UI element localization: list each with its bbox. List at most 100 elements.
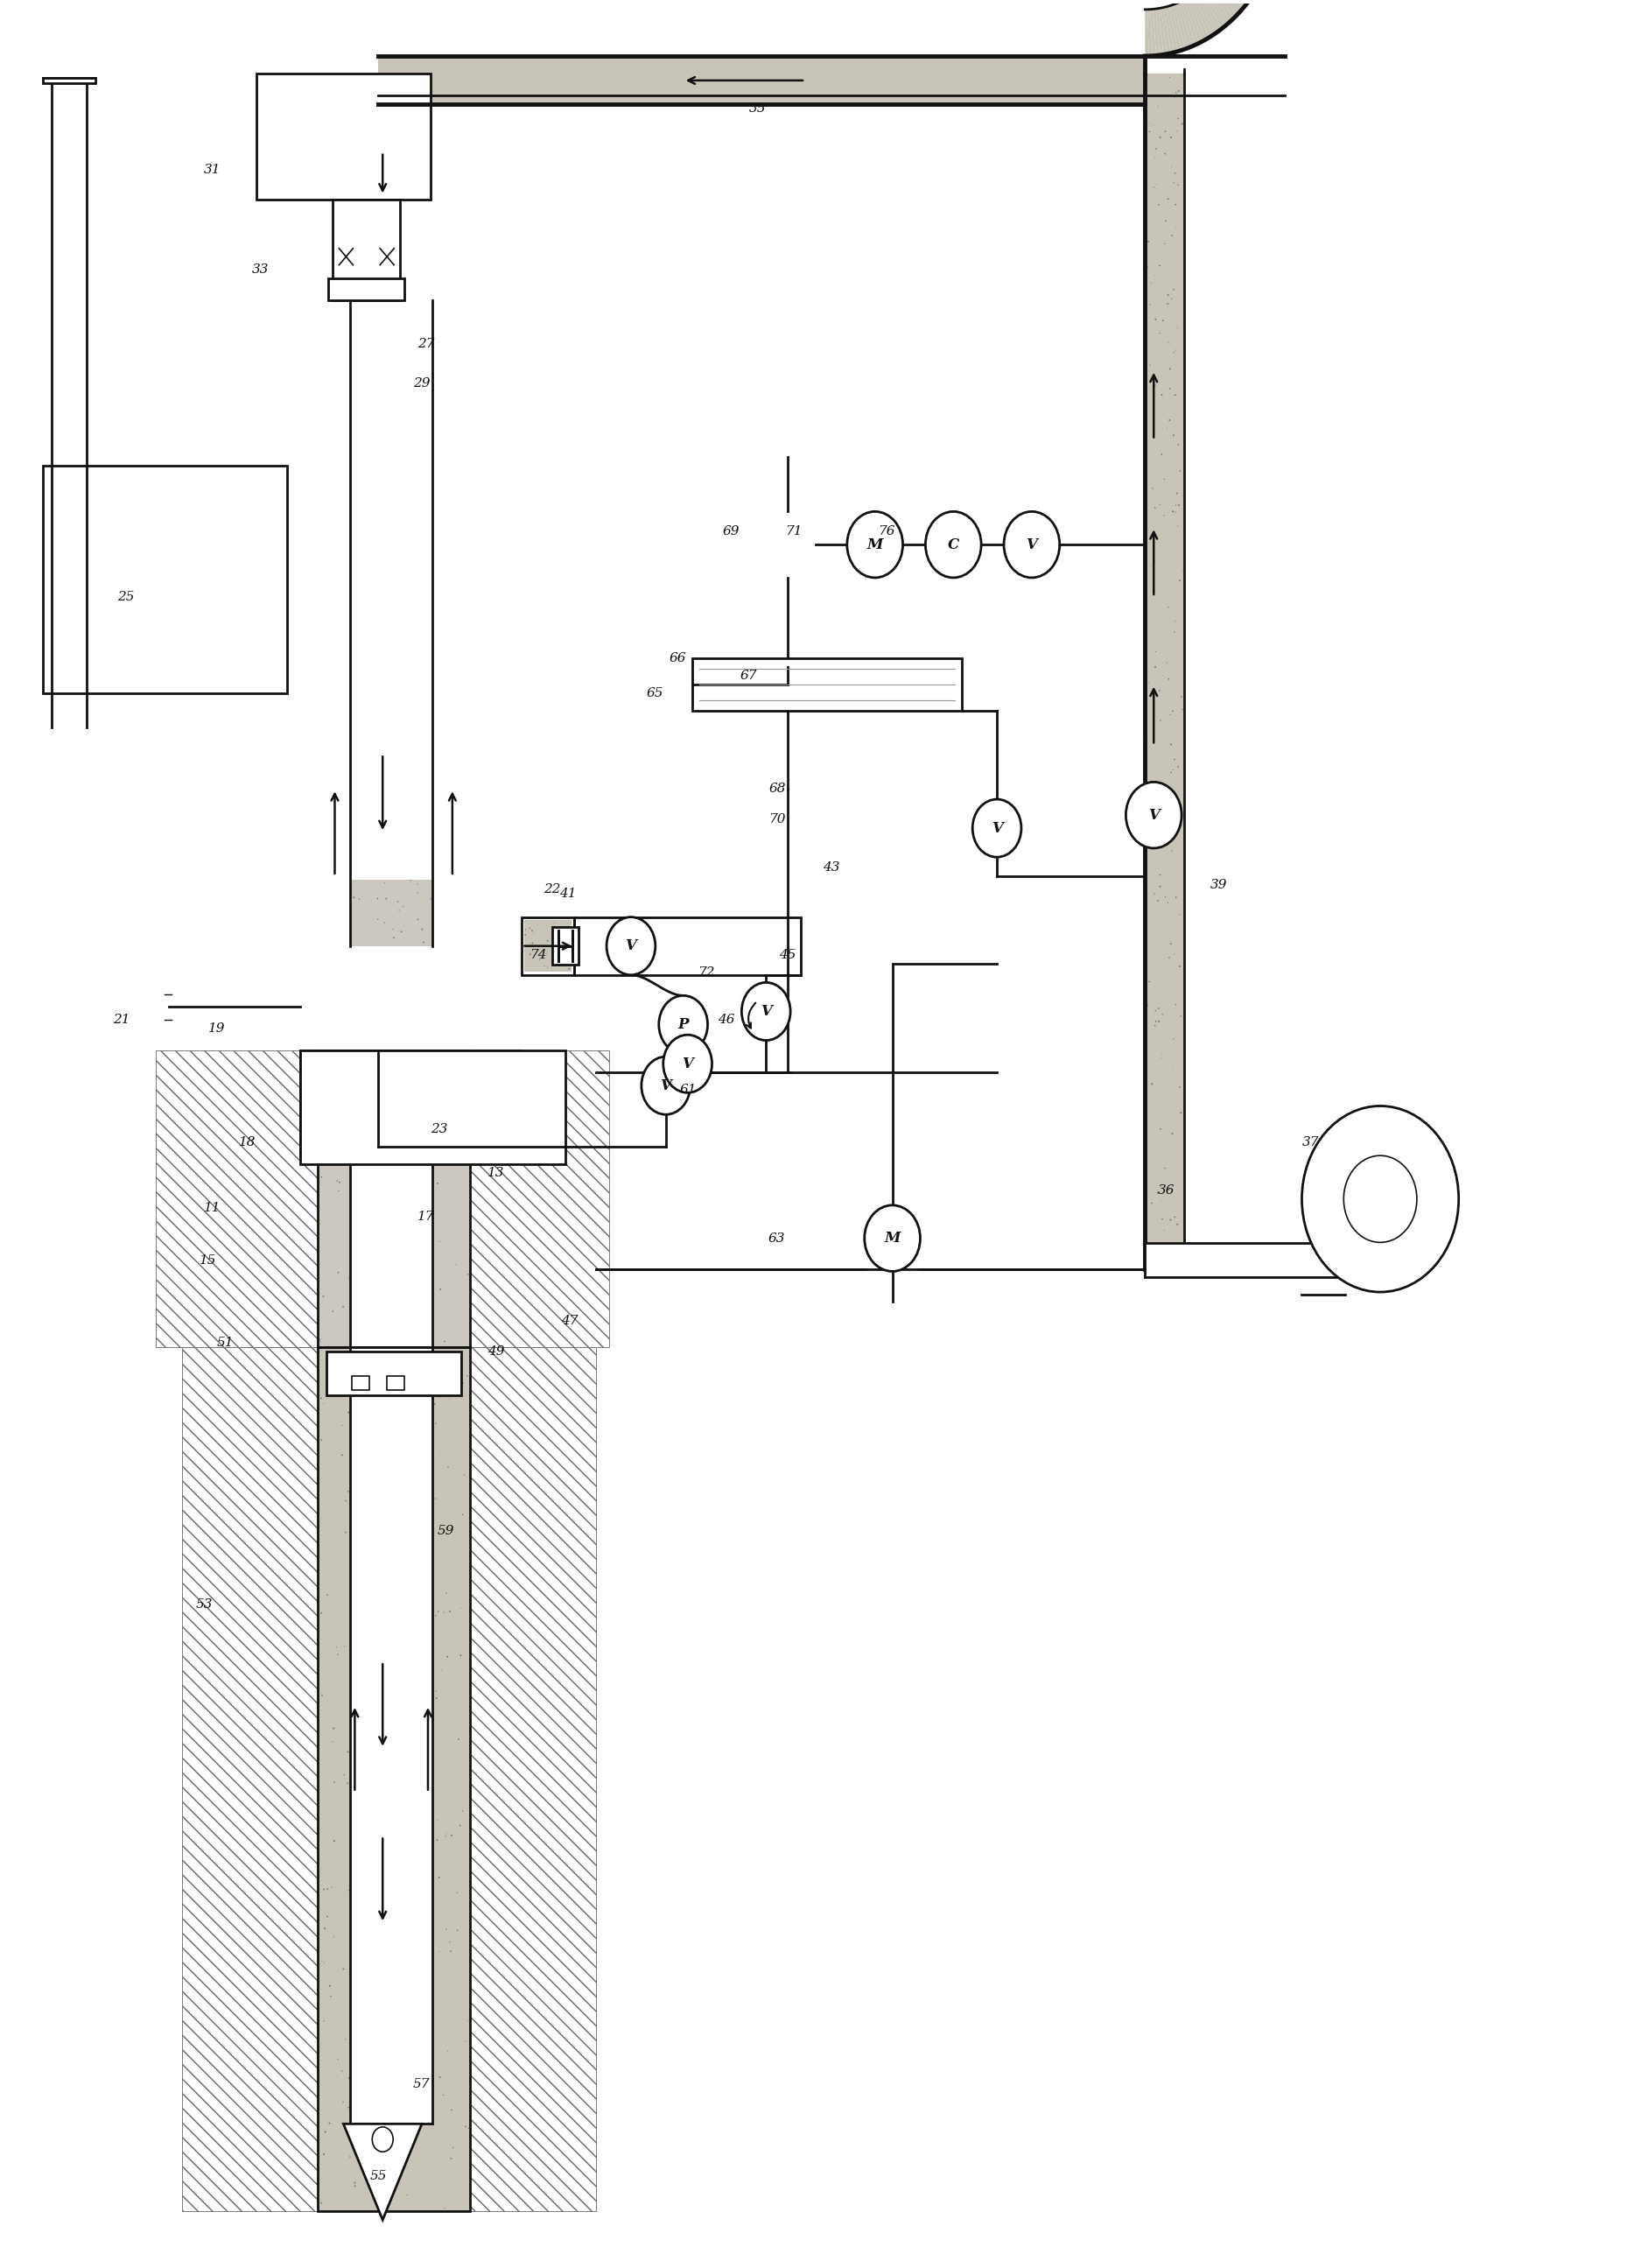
Text: 59: 59 [438,1524,454,1538]
Text: M: M [885,1232,900,1245]
Bar [524,921,571,971]
Point [434,1361,460,1397]
Point [444,1912,470,1948]
Point [556,950,582,987]
Point [1136,225,1162,261]
Point [308,1325,334,1361]
Point [1155,324,1181,361]
Point [327,1043,353,1080]
Point [304,1064,330,1100]
Text: 37: 37 [1302,1136,1319,1148]
Point [545,937,571,973]
Point [332,1758,358,1794]
Point [348,1926,374,1962]
Point [415,1145,441,1182]
Point [1134,145,1160,181]
Bar [691,658,962,710]
Text: 11: 11 [203,1202,221,1213]
Point [1158,120,1184,156]
Point [390,1887,417,1923]
Point [327,1163,353,1200]
Point [407,1329,433,1365]
Point [1157,1202,1183,1238]
Point [454,1359,480,1395]
Point [1149,435,1175,472]
Point [340,1699,366,1735]
Point [1160,272,1186,308]
Point [308,1594,334,1631]
Point [325,2041,351,2077]
Point [814,41,840,77]
Point [390,889,417,925]
Point [389,914,415,950]
Point [452,2023,478,2059]
Point [428,1270,454,1306]
Point [433,1574,459,1610]
Polygon shape [1210,0,1240,16]
Polygon shape [1145,9,1149,57]
Point [1162,154,1188,191]
Point [403,1499,430,1535]
Point [358,1436,384,1472]
Polygon shape [1214,0,1243,11]
Point [374,256,400,293]
Point [1152,225,1178,261]
Point [836,50,862,86]
Point [325,1173,351,1209]
Point [1162,494,1188,531]
Polygon shape [1197,0,1222,32]
Point [338,2032,364,2068]
Point [1066,64,1092,100]
Point [1163,880,1189,916]
Point [1142,490,1168,526]
Text: 46: 46 [718,1014,735,1025]
Point [355,1694,381,1730]
Point [381,2014,407,2050]
Point [426,2059,452,2096]
Point [394,1288,420,1325]
Bar [317,1347,470,2211]
Point [1020,79,1046,116]
Point [332,1628,358,1665]
Point [425,1801,451,1837]
Point [1155,286,1181,322]
Bar [325,1352,460,1395]
Circle shape [848,513,903,578]
Text: 63: 63 [768,1232,784,1245]
Point [1157,939,1183,975]
Point [351,2132,377,2168]
Point [425,1166,451,1202]
Bar [42,77,94,84]
Point [347,1170,373,1207]
Point [306,1583,332,1619]
Point [456,2003,482,2039]
Point [412,1606,438,1642]
Point [949,39,975,75]
Point [314,1576,340,1613]
Point [368,2191,394,2227]
Point [373,279,399,315]
Point [402,2109,428,2146]
Point [402,1914,428,1950]
Point [587,61,613,98]
Point [348,1712,374,1749]
Point [368,1941,394,1978]
Point [431,2191,457,2227]
Point [535,950,561,987]
Text: 53: 53 [195,1599,213,1610]
Point [356,1295,382,1331]
Point [1170,692,1196,728]
Point [1142,259,1168,295]
Text: 36: 36 [1158,1184,1175,1198]
Point [1145,991,1171,1027]
Point [1165,748,1191,785]
Point [582,41,608,77]
Point [306,1980,332,2016]
Point [875,70,901,107]
Point [1147,671,1173,708]
Text: 33: 33 [252,263,268,277]
Point [408,1209,434,1245]
Point [1147,869,1173,905]
Point [1145,88,1171,125]
Point [451,1365,477,1402]
